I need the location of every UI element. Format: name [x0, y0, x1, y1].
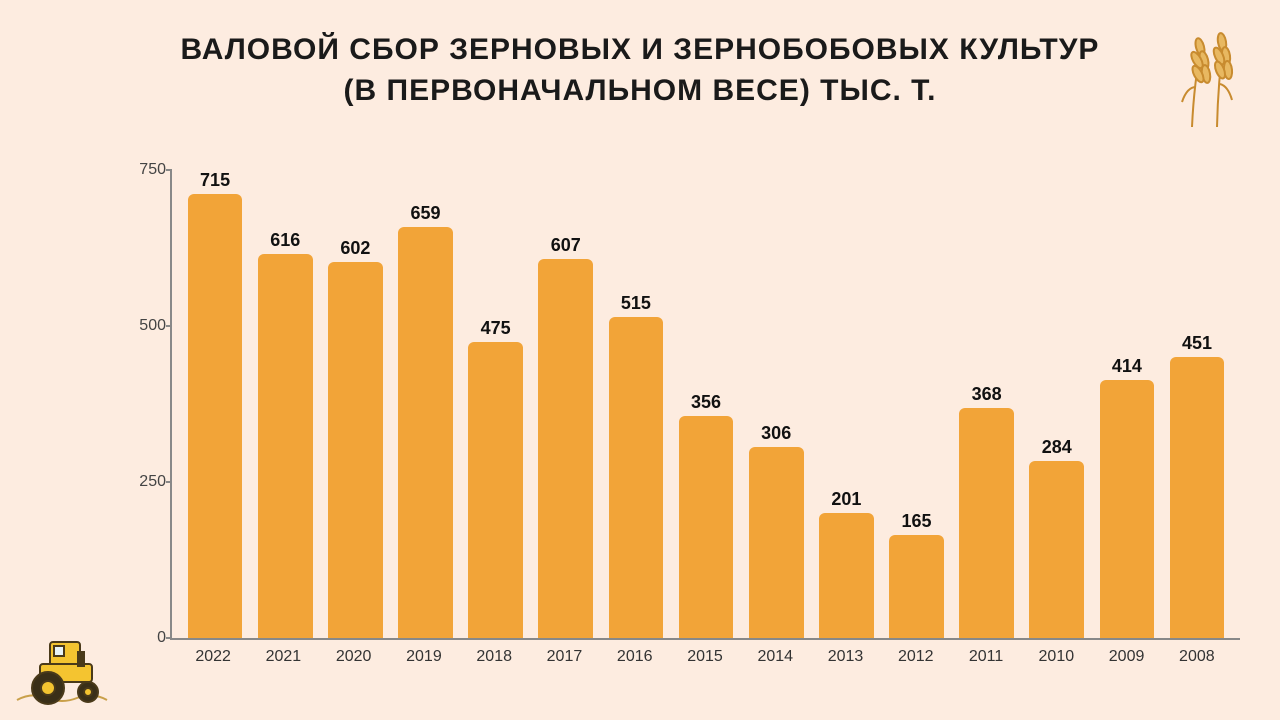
- bar-slot: 475: [461, 170, 531, 638]
- bar: [468, 342, 523, 638]
- bar-value-label: 659: [410, 203, 440, 224]
- chart-title: Валовой сбор зерновых и зернобобовых кул…: [0, 30, 1280, 111]
- bar-value-label: 356: [691, 392, 721, 413]
- title-line-2: (в первоначальном весе) тыс. т.: [120, 71, 1160, 112]
- x-tick-label: 2015: [670, 640, 740, 680]
- x-tick-label: 2017: [529, 640, 599, 680]
- bar-value-label: 475: [481, 318, 511, 339]
- bar-slot: 515: [601, 170, 671, 638]
- bar-slot: 659: [390, 170, 460, 638]
- x-tick-label: 2008: [1162, 640, 1232, 680]
- plot-area: 715 616 602 659 475 607 515 356 306 201 165 368 284 4…: [170, 170, 1240, 640]
- bar-slot: 356: [671, 170, 741, 638]
- bar-value-label: 616: [270, 230, 300, 251]
- bar-slot: 201: [811, 170, 881, 638]
- y-tick-label: 0: [122, 629, 166, 647]
- bar-value-label: 284: [1042, 437, 1072, 458]
- bar: [1170, 357, 1225, 638]
- x-tick-label: 2013: [810, 640, 880, 680]
- bar: [258, 254, 313, 638]
- bar: [1100, 380, 1155, 638]
- bar: [749, 447, 804, 638]
- bar-slot: 284: [1022, 170, 1092, 638]
- bar-slot: 414: [1092, 170, 1162, 638]
- bar-slot: 616: [250, 170, 320, 638]
- bar: [679, 416, 734, 638]
- bar: [188, 194, 243, 638]
- bar-value-label: 515: [621, 293, 651, 314]
- bar-value-label: 451: [1182, 333, 1212, 354]
- bar-chart: 715 616 602 659 475 607 515 356 306 201 165 368 284 4…: [130, 170, 1240, 680]
- bar-slot: 602: [320, 170, 390, 638]
- bar-slot: 715: [180, 170, 250, 638]
- x-tick-label: 2020: [319, 640, 389, 680]
- tractor-icon: [12, 622, 122, 712]
- x-tick-label: 2011: [951, 640, 1021, 680]
- bar-value-label: 165: [901, 511, 931, 532]
- x-axis-labels: 2022202120202019201820172016201520142013…: [170, 640, 1240, 680]
- bar-slot: 165: [881, 170, 951, 638]
- y-tick-label: 750: [122, 161, 166, 179]
- bar-value-label: 414: [1112, 356, 1142, 377]
- x-tick-label: 2018: [459, 640, 529, 680]
- bar-slot: 607: [531, 170, 601, 638]
- bar-slot: 451: [1162, 170, 1232, 638]
- bar: [889, 535, 944, 638]
- x-tick-label: 2010: [1021, 640, 1091, 680]
- bar-slot: 306: [741, 170, 811, 638]
- x-tick-label: 2009: [1091, 640, 1161, 680]
- bar: [1029, 461, 1084, 638]
- bar-value-label: 306: [761, 423, 791, 444]
- title-line-1: Валовой сбор зерновых и зернобобовых кул…: [120, 30, 1160, 71]
- x-tick-label: 2022: [178, 640, 248, 680]
- bar: [959, 408, 1014, 638]
- bar-value-label: 715: [200, 170, 230, 191]
- bar-value-label: 201: [831, 489, 861, 510]
- x-tick-label: 2014: [740, 640, 810, 680]
- bar-slot: 368: [952, 170, 1022, 638]
- bar: [609, 317, 664, 638]
- x-tick-label: 2021: [248, 640, 318, 680]
- wheat-icon: [1162, 12, 1252, 132]
- bar: [328, 262, 383, 638]
- bar: [398, 227, 453, 638]
- bar-value-label: 602: [340, 238, 370, 259]
- bars-container: 715 616 602 659 475 607 515 356 306 201 165 368 284 4…: [172, 170, 1240, 638]
- bar-value-label: 368: [972, 384, 1002, 405]
- x-tick-label: 2016: [600, 640, 670, 680]
- y-tick-label: 500: [122, 317, 166, 335]
- x-tick-label: 2012: [881, 640, 951, 680]
- x-tick-label: 2019: [389, 640, 459, 680]
- bar: [538, 259, 593, 638]
- bar-value-label: 607: [551, 235, 581, 256]
- bar: [819, 513, 874, 638]
- y-tick-label: 250: [122, 473, 166, 491]
